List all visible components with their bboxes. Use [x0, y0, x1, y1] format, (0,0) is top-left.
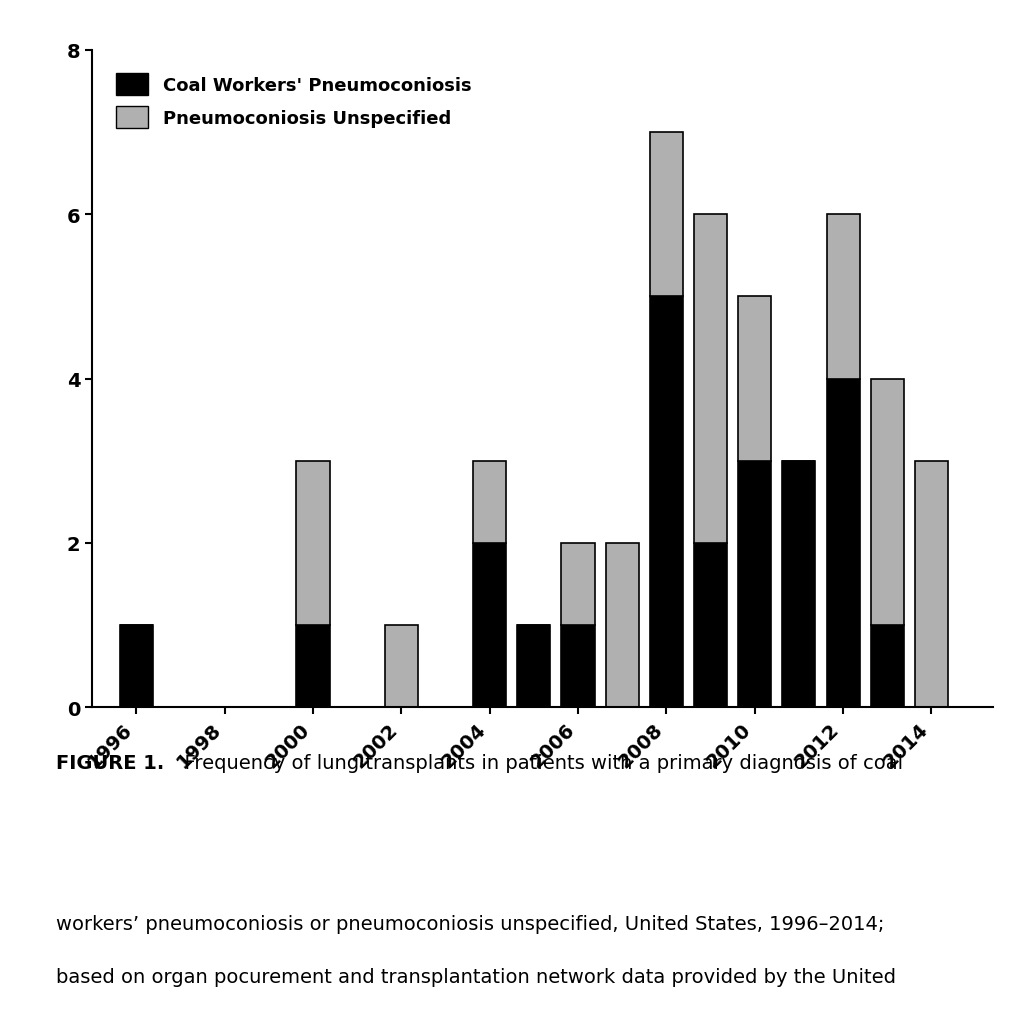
- Text: Frequency of lung transplants in patients with a primary diagnosis of coal: Frequency of lung transplants in patient…: [172, 753, 903, 772]
- Text: FIGURE 1.: FIGURE 1.: [56, 753, 165, 772]
- Bar: [473, 544, 506, 708]
- Bar: [782, 461, 815, 708]
- Bar: [650, 132, 683, 297]
- Bar: [826, 214, 860, 379]
- Legend: Coal Workers' Pneumoconiosis, Pneumoconiosis Unspecified: Coal Workers' Pneumoconiosis, Pneumoconi…: [101, 60, 485, 144]
- Bar: [473, 461, 506, 544]
- Bar: [517, 626, 551, 708]
- Bar: [605, 544, 639, 708]
- Bar: [561, 544, 595, 626]
- Bar: [385, 626, 418, 708]
- Bar: [694, 544, 727, 708]
- Bar: [120, 626, 153, 708]
- Bar: [738, 297, 771, 461]
- Bar: [914, 461, 948, 708]
- Text: based on organ pocurement and transplantation network data provided by the Unite: based on organ pocurement and transplant…: [56, 968, 896, 987]
- Bar: [694, 214, 727, 544]
- Bar: [826, 379, 860, 708]
- Text: workers’ pneumoconiosis or pneumoconiosis unspecified, United States, 1996–2014;: workers’ pneumoconiosis or pneumoconiosi…: [56, 914, 885, 933]
- Bar: [297, 626, 330, 708]
- Bar: [297, 461, 330, 626]
- Bar: [870, 379, 904, 626]
- Bar: [870, 626, 904, 708]
- Bar: [561, 626, 595, 708]
- Bar: [650, 297, 683, 708]
- Bar: [738, 461, 771, 708]
